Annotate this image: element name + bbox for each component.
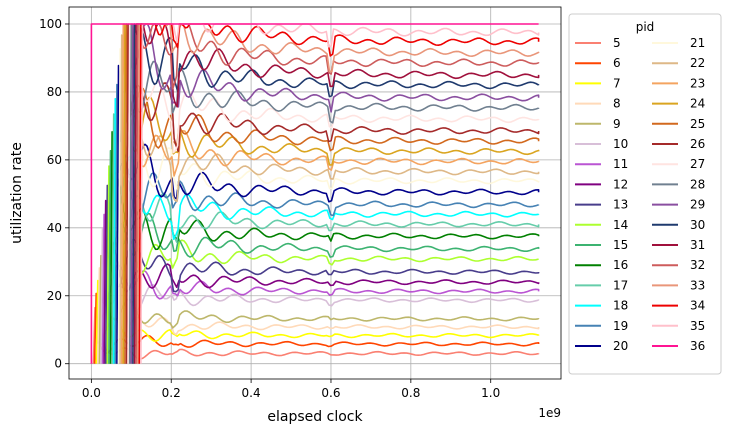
legend-label-10: 10 xyxy=(613,137,628,151)
legend-label-14: 14 xyxy=(613,218,628,232)
legend-label-7: 7 xyxy=(613,76,621,90)
y-axis: 0 20 40 60 80 100 xyxy=(39,17,69,371)
legend-label-32: 32 xyxy=(690,258,705,272)
series-line-13 xyxy=(104,184,540,364)
legend-label-25: 25 xyxy=(690,117,705,131)
y-axis-label: utilization rate xyxy=(9,142,25,244)
legend-label-31: 31 xyxy=(690,238,705,252)
series-line-27 xyxy=(127,23,540,364)
series-line-16 xyxy=(109,131,540,364)
series-line-6 xyxy=(93,292,540,364)
legend-frame xyxy=(568,13,722,375)
series-line-36 xyxy=(90,23,539,364)
x-tick-label: 0.2 xyxy=(162,386,181,400)
legend: pid 5 6 7 8 9 10 11 12 13 14 15 16 17 18 19 20 21 22 23 24 2… xyxy=(568,13,722,375)
plot-frame xyxy=(68,6,562,380)
series-line-26 xyxy=(125,23,540,364)
legend-label-27: 27 xyxy=(690,157,705,171)
x-tick-label: 0.6 xyxy=(321,386,340,400)
series-line-14 xyxy=(106,165,539,364)
legend-label-36: 36 xyxy=(690,339,705,353)
legend-label-17: 17 xyxy=(613,278,628,292)
legend-label-21: 21 xyxy=(690,36,705,50)
series-line-5 xyxy=(92,306,540,364)
legend-label-29: 29 xyxy=(690,198,705,212)
y-tick-label: 40 xyxy=(47,221,62,235)
legend-label-30: 30 xyxy=(690,218,705,232)
x-scale-offset-label: 1e9 xyxy=(538,406,561,420)
series-line-33 xyxy=(136,23,540,364)
legend-label-18: 18 xyxy=(613,299,628,313)
legend-label-11: 11 xyxy=(613,157,628,171)
series-line-18 xyxy=(112,97,540,364)
series-line-12 xyxy=(103,199,540,364)
legend-label-8: 8 xyxy=(613,97,621,111)
legend-label-26: 26 xyxy=(690,137,705,151)
y-tick-label: 60 xyxy=(47,153,62,167)
series-line-29 xyxy=(130,23,540,364)
x-tick-label: 0.4 xyxy=(242,386,261,400)
legend-label-19: 19 xyxy=(613,319,628,333)
series-line-24 xyxy=(122,23,540,364)
x-axis-label: elapsed clock xyxy=(267,409,363,425)
legend-title: pid xyxy=(636,20,655,34)
x-axis: 0.0 0.2 0.4 0.6 0.8 1.0 xyxy=(82,379,500,400)
legend-label-9: 9 xyxy=(613,117,621,131)
series-layer xyxy=(90,23,540,364)
y-tick-label: 100 xyxy=(39,17,62,31)
legend-label-6: 6 xyxy=(613,56,621,70)
legend-label-33: 33 xyxy=(690,278,705,292)
x-tick-label: 1.0 xyxy=(481,386,500,400)
x-tick-label: 0.0 xyxy=(82,386,101,400)
series-line-10 xyxy=(100,226,540,364)
series-line-28 xyxy=(128,23,540,364)
series-line-31 xyxy=(133,23,540,364)
series-line-19 xyxy=(114,83,540,364)
series-line-22 xyxy=(119,34,540,364)
legend-label-15: 15 xyxy=(613,238,628,252)
x-tick-label: 0.8 xyxy=(401,386,420,400)
series-line-23 xyxy=(120,23,540,364)
legend-label-23: 23 xyxy=(690,76,705,90)
series-line-30 xyxy=(132,23,540,364)
series-line-11 xyxy=(101,213,540,364)
series-line-15 xyxy=(108,149,540,364)
legend-label-20: 20 xyxy=(613,339,628,353)
legend-label-35: 35 xyxy=(690,319,705,333)
series-line-7 xyxy=(95,279,540,364)
series-line-9 xyxy=(98,254,540,364)
legend-label-16: 16 xyxy=(613,258,628,272)
y-tick-label: 20 xyxy=(47,289,62,303)
legend-label-13: 13 xyxy=(613,198,628,212)
legend-label-34: 34 xyxy=(690,299,705,313)
legend-label-12: 12 xyxy=(613,177,628,191)
legend-label-24: 24 xyxy=(690,97,705,111)
series-line-8 xyxy=(97,267,540,364)
y-tick-label: 80 xyxy=(47,85,62,99)
legend-label-22: 22 xyxy=(690,56,705,70)
legend-label-28: 28 xyxy=(690,177,705,191)
legend-label-5: 5 xyxy=(613,36,621,50)
y-tick-label: 0 xyxy=(54,357,62,371)
